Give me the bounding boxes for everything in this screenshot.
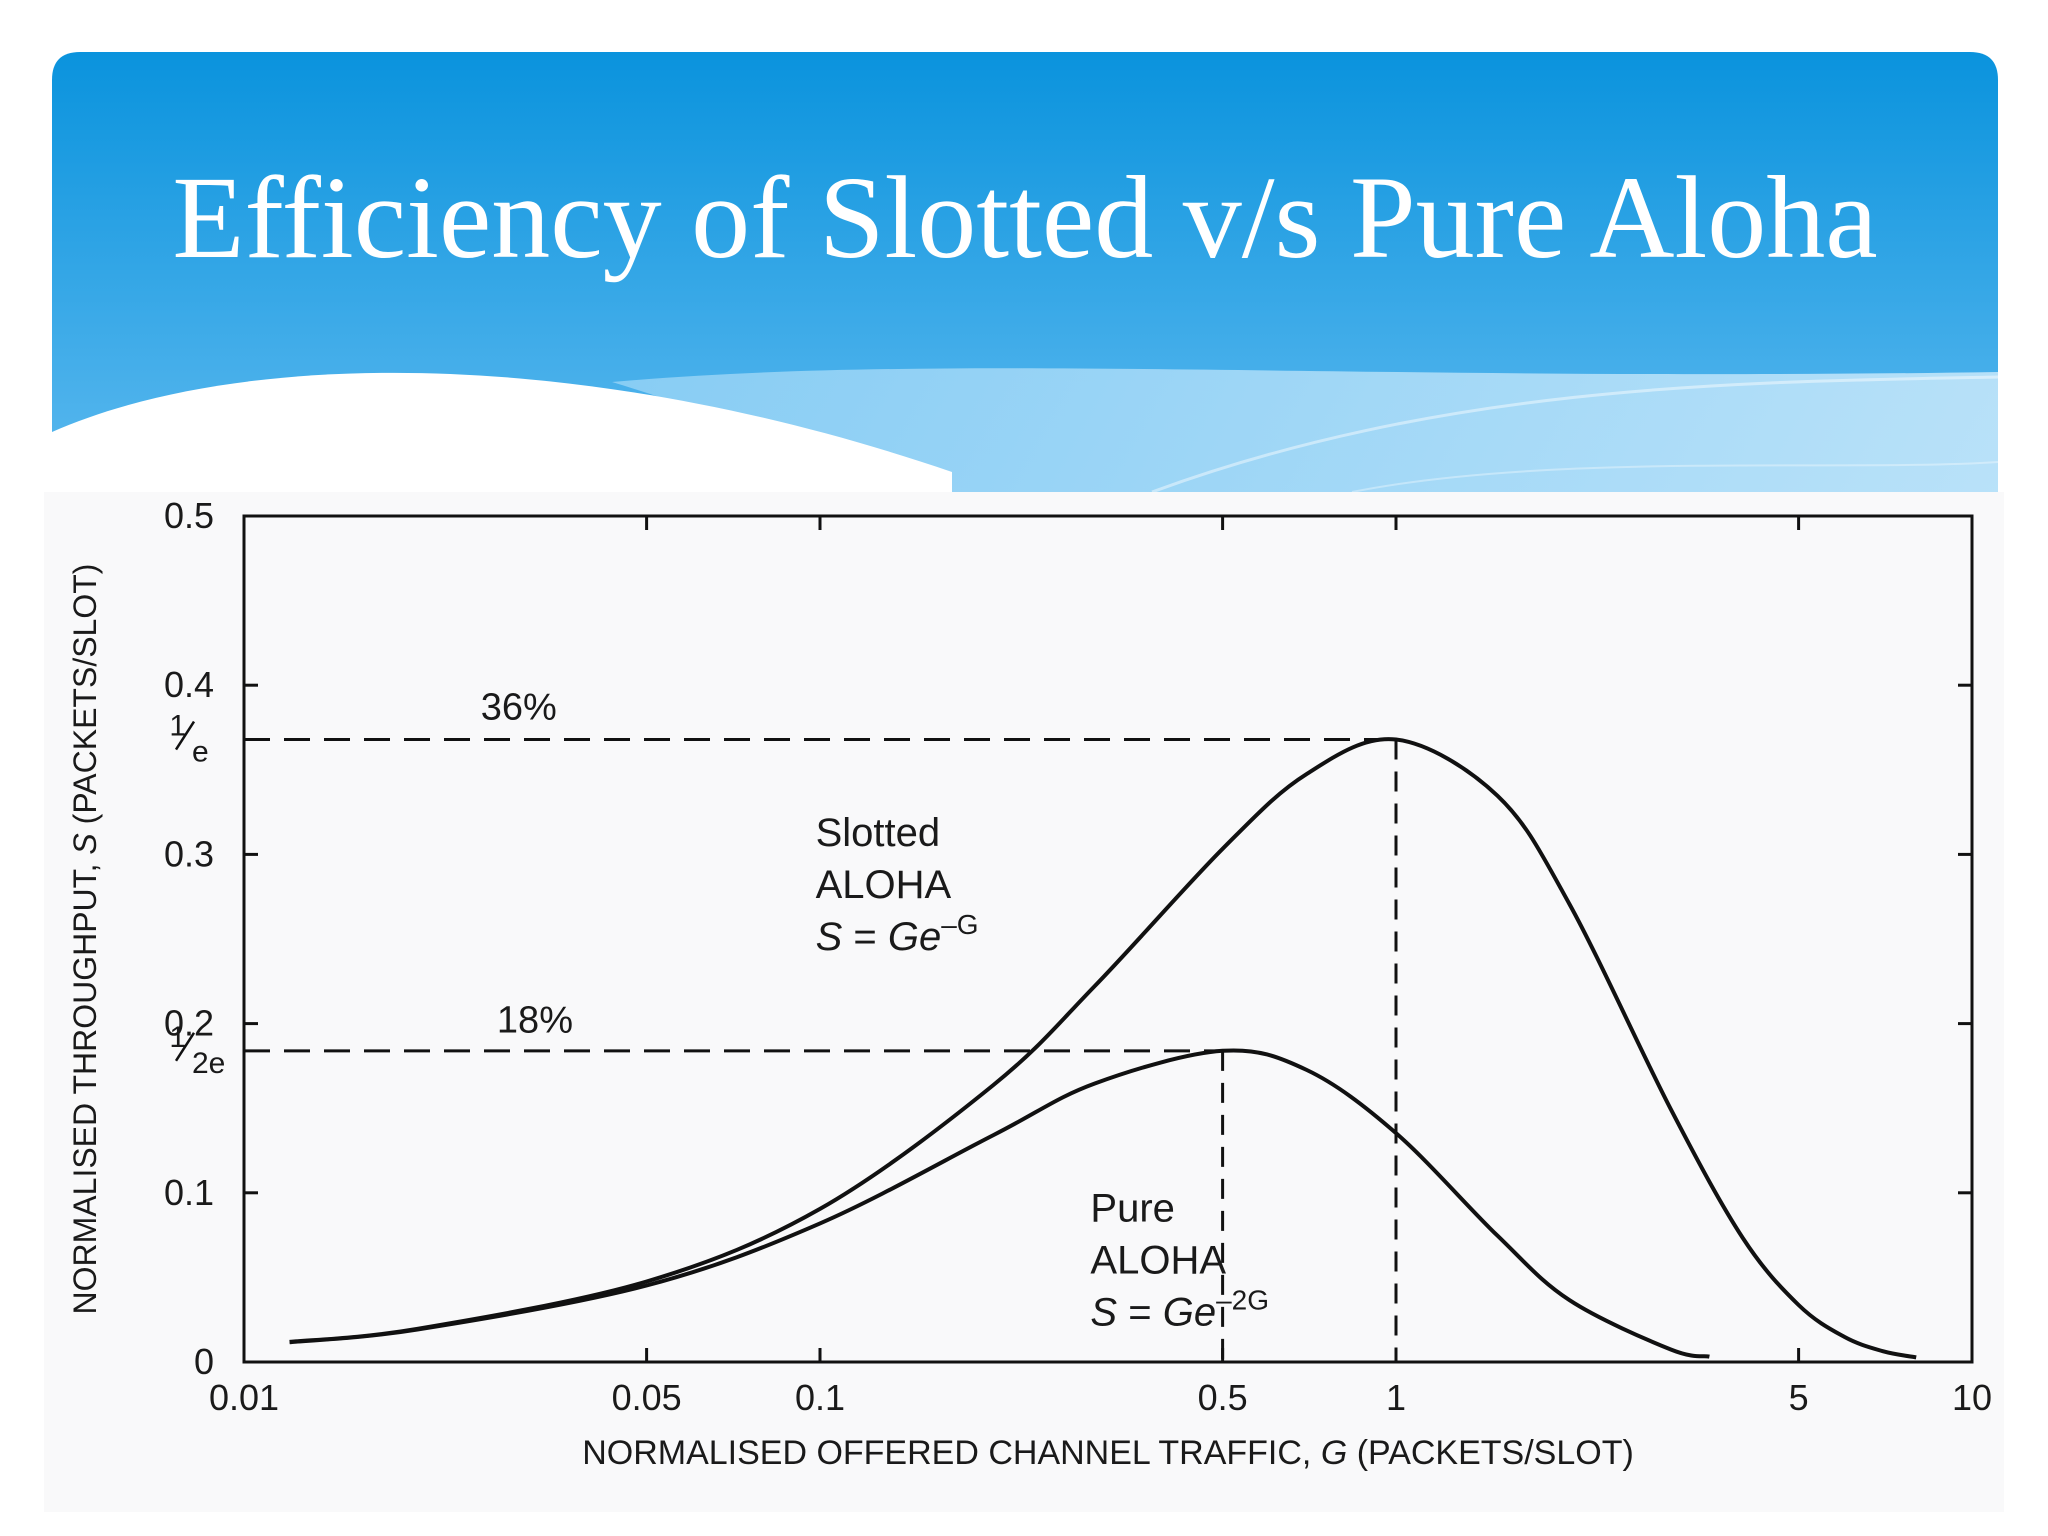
x-tick-label: 10 xyxy=(1952,1377,1992,1418)
y-tick-label: 0 xyxy=(194,1341,214,1382)
x-tick-label: 5 xyxy=(1789,1377,1809,1418)
fraction-numerator: 1 xyxy=(169,1021,186,1054)
fraction-numerator: 1 xyxy=(169,710,186,743)
series-label-line: Slotted xyxy=(816,811,941,855)
y-fraction-label: 1e xyxy=(169,710,208,769)
x-tick-label: 0.5 xyxy=(1198,1377,1248,1418)
series-label-line: Pure xyxy=(1090,1187,1175,1231)
slide-title: Efficiency of Slotted v/s Pure Aloha xyxy=(172,152,1878,283)
series-label-line: ALOHA xyxy=(1090,1239,1226,1283)
series-label-line: ALOHA xyxy=(816,863,952,907)
y-tick-label: 0.2 xyxy=(164,1003,214,1044)
fraction-slash xyxy=(174,720,196,751)
y-axis-label: NORMALISED THROUGHPUT, S (PACKETS/SLOT) xyxy=(67,564,103,1315)
chart-area: 0.01 0.05 0.1 0.5 1 5 10 0 0.1 0.2 0.3 0.4 0.5 1 e 1 2e N… xyxy=(44,492,2004,1512)
reference-lines xyxy=(244,738,1398,1362)
x-tick-label: 0.05 xyxy=(612,1377,682,1418)
throughput-chart: 0.01 0.05 0.1 0.5 1 5 1000.10.20.30.40.51e12eN… xyxy=(67,495,1992,1472)
annotation-label: 18% xyxy=(497,1000,573,1042)
y-tick-label: 0.1 xyxy=(164,1172,214,1213)
series-equation: S = Ge–G xyxy=(816,909,979,959)
y-tick-label: 0.5 xyxy=(164,495,214,536)
series xyxy=(289,737,1917,1360)
annotation-label: 36% xyxy=(481,687,557,729)
x-tick-label: 0.01 xyxy=(209,1377,279,1418)
fraction-slash xyxy=(174,1032,196,1062)
series-equation: S = Ge–2G xyxy=(1090,1285,1269,1335)
y-tick-label: 0.3 xyxy=(164,833,214,874)
plot-frame xyxy=(242,514,1974,1364)
fraction-denominator: e xyxy=(192,736,209,769)
series-line-slotted-aloha xyxy=(289,737,1917,1360)
header-banner xyxy=(52,52,1998,492)
y-tick-label: 0.4 xyxy=(164,664,214,705)
fraction-denominator: 2e xyxy=(192,1047,225,1080)
axes: 0.01 0.05 0.1 0.5 1 5 1000.10.20.30.40.51e12eN… xyxy=(67,495,1992,1472)
y-fraction-label: 12e xyxy=(169,1021,225,1080)
series-line-pure-aloha xyxy=(289,1048,1710,1359)
x-tick-label: 0.1 xyxy=(795,1377,845,1418)
x-tick-label: 1 xyxy=(1386,1377,1406,1418)
x-axis-label: NORMALISED OFFERED CHANNEL TRAFFIC, G (P… xyxy=(582,1434,1634,1472)
